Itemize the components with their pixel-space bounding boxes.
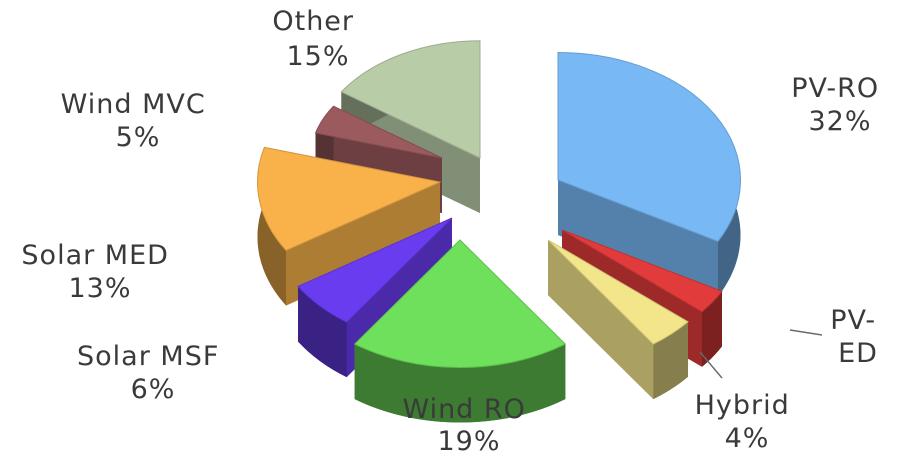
- label-windmvc: Wind MVC 5%: [61, 89, 216, 153]
- label-solarmsf: Solar MSF 6%: [77, 341, 229, 405]
- pie-slices: [257, 40, 741, 423]
- label-solarmed: Solar MED 13%: [21, 240, 178, 304]
- slice-top-other: [340, 40, 481, 159]
- slice-top-pvro: [557, 51, 741, 242]
- slice-other: [340, 40, 481, 213]
- slice-pvro: [557, 51, 741, 297]
- slice-solarmed: [257, 146, 442, 306]
- label-hybrid: Hybrid 4%: [695, 390, 800, 454]
- slice-hybrid: [547, 239, 689, 400]
- slice-edge-hybrid-1: [548, 240, 654, 400]
- slice-top-hybrid: [547, 239, 689, 345]
- leader-line-hybrid: [699, 351, 723, 379]
- label-pved: PV- ED: [830, 305, 886, 369]
- slice-top-windmvc: [314, 105, 443, 159]
- slice-rim-hybrid: [653, 321, 689, 400]
- slice-rim-windro: [354, 344, 566, 423]
- slice-rim-solarmed: [257, 147, 287, 306]
- slice-rim-solarmsf: [298, 286, 347, 378]
- slice-rim-pved: [702, 291, 722, 367]
- label-other: Other 15%: [272, 6, 363, 72]
- label-windro: Wind RO 19%: [402, 394, 535, 457]
- leader-line-pved: [789, 329, 823, 336]
- slice-top-solarmsf: [297, 217, 453, 323]
- slice-top-solarmed: [257, 146, 442, 252]
- slice-windro: [353, 239, 567, 423]
- slice-top-pved: [561, 229, 723, 313]
- slice-edge-pvro-1: [558, 180, 718, 297]
- slice-top-windro: [353, 239, 567, 368]
- label-pvro: PV-RO 32%: [791, 73, 889, 137]
